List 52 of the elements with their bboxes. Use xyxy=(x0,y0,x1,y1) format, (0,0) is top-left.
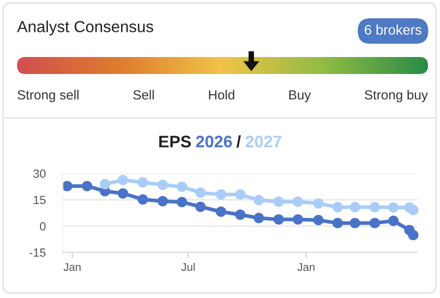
x-tick-label: Jan xyxy=(64,263,81,271)
point xyxy=(118,188,128,199)
text: / xyxy=(236,135,241,148)
point xyxy=(370,202,380,212)
point xyxy=(82,180,92,192)
y-tick-label: -15 xyxy=(29,248,46,257)
point xyxy=(408,230,418,240)
text: Analyst Consensus xyxy=(17,20,154,36)
point xyxy=(216,206,226,217)
point xyxy=(235,209,246,220)
x-tick-label: Jan xyxy=(297,263,314,271)
point xyxy=(176,182,188,192)
point xyxy=(332,202,343,212)
point xyxy=(370,218,380,228)
point xyxy=(350,218,360,228)
y-tick-label: 15 xyxy=(34,196,46,204)
point xyxy=(313,214,324,226)
point xyxy=(273,214,284,225)
category-label: Hold xyxy=(209,90,234,100)
point xyxy=(157,196,168,206)
point xyxy=(292,214,304,225)
point xyxy=(195,188,206,198)
y-tick-label: 30 xyxy=(33,169,46,178)
category-label: Strong buy xyxy=(364,90,428,102)
point xyxy=(332,218,343,228)
text: 2027 xyxy=(246,136,282,148)
category-label: Buy xyxy=(289,90,311,102)
point xyxy=(273,196,284,207)
y-tick-label: 0 xyxy=(40,222,46,230)
point xyxy=(235,189,246,200)
text: 2026 xyxy=(196,136,232,148)
point xyxy=(216,189,226,200)
text: 6 brokers xyxy=(364,24,422,35)
x-tick-label: Jul xyxy=(181,262,195,271)
point xyxy=(118,174,128,186)
point xyxy=(138,177,148,188)
point xyxy=(313,198,324,209)
point xyxy=(350,202,360,212)
category-label: Sell xyxy=(133,90,154,100)
point xyxy=(138,194,148,205)
point xyxy=(254,212,264,224)
point xyxy=(195,202,206,212)
point xyxy=(157,180,168,190)
point xyxy=(408,204,418,216)
point xyxy=(176,196,188,208)
chart-title: EPS xyxy=(159,136,191,148)
point xyxy=(388,202,399,213)
point xyxy=(254,194,264,206)
point xyxy=(292,196,304,207)
point xyxy=(388,216,399,226)
point xyxy=(100,178,110,190)
category-label: Strong sell xyxy=(18,90,78,102)
